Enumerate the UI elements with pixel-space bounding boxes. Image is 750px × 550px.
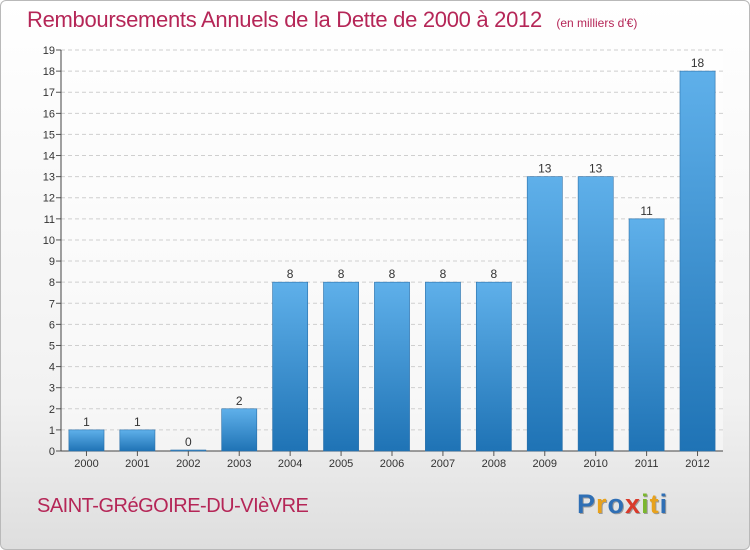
data-label-2008: 8 xyxy=(491,267,498,281)
data-label-2001: 1 xyxy=(134,415,141,429)
y-tick-label: 8 xyxy=(49,277,55,289)
chart-title: Remboursements Annuels de la Dette de 20… xyxy=(27,7,542,32)
x-tick-label-2000: 2000 xyxy=(74,458,98,470)
logo-letter: r xyxy=(596,489,608,519)
bar-2011 xyxy=(628,218,665,452)
logo-letter: o xyxy=(607,489,626,519)
bar-2012 xyxy=(679,70,716,452)
bar-2002 xyxy=(170,449,207,452)
y-tick-label: 1 xyxy=(49,425,55,437)
y-tick-label: 5 xyxy=(49,340,55,352)
logo-letter: i xyxy=(641,489,650,519)
y-tick-label: 13 xyxy=(43,172,55,184)
bar-2000 xyxy=(68,429,105,452)
chart-subtitle: (en milliers d'€) xyxy=(556,16,638,30)
x-tick-label-2001: 2001 xyxy=(125,458,149,470)
x-tick-label-2005: 2005 xyxy=(329,458,353,470)
logo-letter: x xyxy=(625,489,642,519)
bar-2009 xyxy=(526,176,563,452)
y-tick-label: 10 xyxy=(43,235,55,247)
bar-2010 xyxy=(577,176,614,452)
title-row: Remboursements Annuels de la Dette de 20… xyxy=(27,7,637,33)
logo-letter: t xyxy=(649,489,660,519)
bar-2003 xyxy=(221,408,258,452)
y-tick-label: 2 xyxy=(49,404,55,416)
data-label-2005: 8 xyxy=(338,267,345,281)
proxiti-logo: Proxiti xyxy=(577,489,668,520)
bar-2006 xyxy=(374,281,410,452)
x-tick-label-2008: 2008 xyxy=(482,458,506,470)
x-tick-label-2002: 2002 xyxy=(176,458,200,470)
y-tick-label: 12 xyxy=(43,193,55,205)
bar-2008 xyxy=(475,281,512,452)
bar-2001 xyxy=(119,429,156,452)
y-tick-label: 11 xyxy=(44,214,55,226)
bar-2007 xyxy=(425,281,461,452)
x-tick-label-2012: 2012 xyxy=(685,458,709,470)
data-label-2006: 8 xyxy=(389,267,396,281)
y-tick-label: 15 xyxy=(43,129,55,141)
data-label-2004: 8 xyxy=(287,267,294,281)
x-tick-label-2010: 2010 xyxy=(583,458,607,470)
y-tick-label: 3 xyxy=(49,383,55,395)
logo-letter: i xyxy=(659,489,669,519)
y-tick-label: 18 xyxy=(43,66,55,78)
data-label-2007: 8 xyxy=(440,267,447,281)
data-label-2002: 0 xyxy=(185,435,192,449)
data-label-2003: 2 xyxy=(236,394,243,408)
y-tick-label: 19 xyxy=(43,45,55,57)
data-label-2009: 13 xyxy=(538,162,552,176)
x-tick-label-2006: 2006 xyxy=(380,458,404,470)
x-tick-label-2007: 2007 xyxy=(431,458,455,470)
logo-letter: P xyxy=(577,489,597,519)
bar-2004 xyxy=(272,281,309,452)
y-tick-label: 17 xyxy=(43,87,55,99)
y-tick-label: 4 xyxy=(49,362,55,374)
data-label-2000: 1 xyxy=(83,415,90,429)
commune-name: SAINT-GRéGOIRE-DU-VIèVRE xyxy=(37,495,309,517)
y-tick-label: 16 xyxy=(43,108,55,120)
y-tick-label: 9 xyxy=(49,256,55,268)
y-tick-label: 14 xyxy=(43,151,55,163)
x-tick-label-2011: 2011 xyxy=(635,458,659,470)
y-tick-label: 7 xyxy=(49,298,55,310)
data-label-2011: 11 xyxy=(640,204,653,218)
data-label-2010: 13 xyxy=(589,162,603,176)
x-tick-label-2003: 2003 xyxy=(227,458,251,470)
y-tick-label: 6 xyxy=(49,319,55,331)
y-tick-label: 0 xyxy=(49,446,55,458)
x-tick-label-2009: 2009 xyxy=(533,458,557,470)
x-tick-label-2004: 2004 xyxy=(278,458,302,470)
bar-2005 xyxy=(323,281,359,452)
data-label-2012: 18 xyxy=(691,56,705,70)
